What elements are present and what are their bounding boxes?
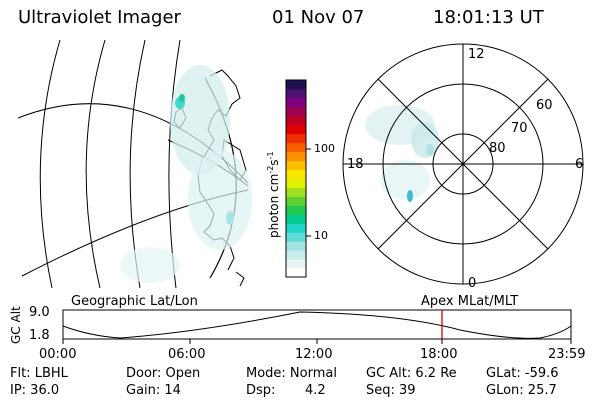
info-glon: GLon: 25.7 xyxy=(486,383,557,398)
timeline-right-label: Apex MLat/MLT xyxy=(421,294,519,309)
colorbar-segment xyxy=(286,115,306,126)
colorbar-segment xyxy=(286,187,306,197)
colorbar-segment xyxy=(286,124,306,135)
polar-ring-label-60: 60 xyxy=(536,98,553,113)
altitude-timeline xyxy=(62,309,572,344)
observation-time: 18:01:13 UT xyxy=(433,7,544,28)
colorbar-segment xyxy=(286,142,306,153)
info-mode: Mode: Normal xyxy=(246,366,337,381)
colorbar-segment xyxy=(286,178,306,188)
polar-label-6: 6 xyxy=(575,157,584,172)
info-gc-alt: GC Alt: 6.2 Re xyxy=(366,366,457,381)
colorbar-segment xyxy=(286,232,306,242)
instrument-title: Ultraviolet Imager xyxy=(18,7,181,28)
timeline-tick-2359: 23:59 xyxy=(548,347,586,362)
colorbar-segment xyxy=(286,268,306,278)
colorbar-segment xyxy=(286,169,306,179)
info-seq: Seq: 39 xyxy=(366,383,416,398)
info-dsp-label: Dsp: xyxy=(246,383,276,398)
colorbar-tick-10: 10 xyxy=(314,229,328,242)
geographic-map xyxy=(18,40,252,288)
colorbar-tick-100: 100 xyxy=(314,142,335,155)
polar-label-12: 12 xyxy=(468,47,485,62)
info-door: Door: Open xyxy=(126,366,201,381)
colorbar-segment xyxy=(286,250,306,260)
polar-ring-label-70: 70 xyxy=(511,121,528,136)
polar-plot xyxy=(342,43,584,285)
colorbar-segment xyxy=(286,241,306,251)
info-gain: Gain: 14 xyxy=(126,383,181,398)
colorbar-segment xyxy=(286,133,306,144)
colorbar-segment xyxy=(286,80,306,90)
timeline-axis-title: GC Alt xyxy=(9,306,23,344)
colorbar-unit-label: photon cm-2s-1 xyxy=(266,151,281,238)
timeline-left-label: Geographic Lat/Lon xyxy=(71,294,198,309)
polar-ring-label-80: 80 xyxy=(489,141,506,156)
colorbar-segment xyxy=(286,259,306,269)
timeline-tick-1800: 18:00 xyxy=(420,347,458,362)
timeline-y-min: 1.8 xyxy=(29,328,50,343)
colorbar-segment xyxy=(286,205,306,215)
info-ip: IP: 36.0 xyxy=(10,383,60,398)
colorbar-segment xyxy=(286,214,306,224)
colorbar-segment xyxy=(286,106,306,117)
polar-label-18: 18 xyxy=(347,157,364,172)
colorbar xyxy=(286,80,306,278)
info-dsp-value: 4.2 xyxy=(305,383,326,398)
colorbar-segment xyxy=(286,88,306,99)
colorbar-segment xyxy=(286,160,306,171)
timeline-tick-0000: 00:00 xyxy=(39,347,77,362)
colorbar-segment xyxy=(286,196,306,206)
colorbar-segment xyxy=(286,223,306,233)
observation-date: 01 Nov 07 xyxy=(272,7,365,28)
colorbar-segment xyxy=(286,151,306,162)
timeline-tick-1200: 12:00 xyxy=(295,347,333,362)
timeline-tick-0600: 06:00 xyxy=(168,347,206,362)
info-glat: GLat: -59.6 xyxy=(486,366,559,381)
timeline-y-max: 9.0 xyxy=(29,305,50,320)
info-filter: Flt: LBHL xyxy=(10,366,68,381)
colorbar-segment xyxy=(286,97,306,108)
polar-label-0: 0 xyxy=(468,276,477,291)
